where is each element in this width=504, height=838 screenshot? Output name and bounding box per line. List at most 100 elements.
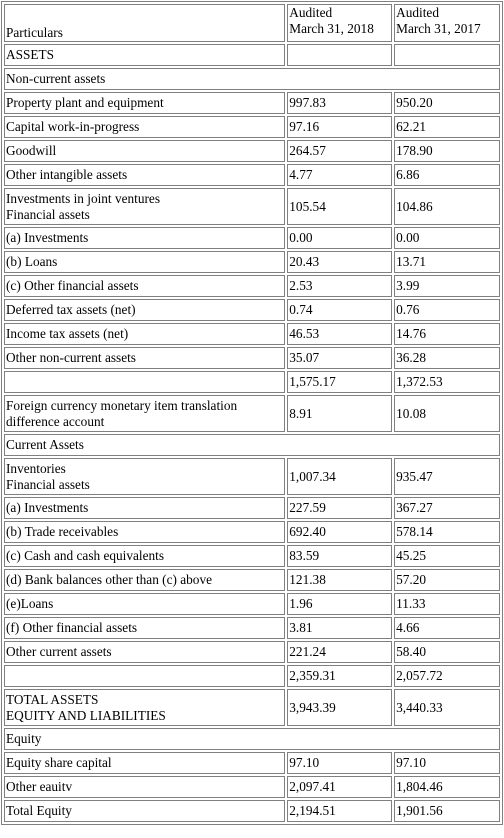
header-2018-line1: Audited — [289, 5, 333, 20]
header-2017-line2: March 31, 2017 — [396, 21, 481, 36]
row-label: Other intangible assets — [4, 164, 286, 186]
table-row: (f) Other financial assets 3.81 4.66 — [4, 617, 500, 639]
table-row: Other current assets 221.24 58.40 — [4, 641, 500, 663]
value-2018: 2,194.51 — [287, 800, 393, 822]
table-row: Total Equity 2,194.51 1,901.56 — [4, 800, 500, 822]
value-2017: 97.10 — [394, 752, 500, 774]
row-label: (c) Cash and cash equivalents — [4, 545, 286, 567]
table-row: TOTAL ASSETS EQUITY AND LIABILITIES 3,943.… — [4, 689, 500, 726]
value-2018: 0.00 — [287, 227, 393, 249]
value-2017: 6.86 — [394, 164, 500, 186]
value-2017: 367.27 — [394, 497, 500, 519]
value-2017: 62.21 — [394, 116, 500, 138]
value-2018: 97.16 — [287, 116, 393, 138]
row-label-line: (b) Trade receivables — [6, 524, 119, 539]
value-2018: 227.59 — [287, 497, 393, 519]
value-2018: 997.83 — [287, 92, 393, 114]
table-row: Deferred tax assets (net) 0.74 0.76 — [4, 299, 500, 321]
value-2018: 1.96 — [287, 593, 393, 615]
table-row: 1,575.17 1,372.53 — [4, 371, 500, 393]
section-row: Current Assets — [4, 434, 500, 456]
header-audited-2017: Audited March 31, 2017 — [394, 4, 500, 42]
section-row: Equity — [4, 728, 500, 750]
value-2017: 0.76 — [394, 299, 500, 321]
row-label-line: (f) Other financial assets — [6, 620, 138, 635]
table-row: 2,359.31 2,057.72 — [4, 665, 500, 687]
value-2018: 0.74 — [287, 299, 393, 321]
value-2018: 2,359.31 — [287, 665, 393, 687]
table-row: Income tax assets (net) 46.53 14.76 — [4, 323, 500, 345]
table-row: (c) Other financial assets 2.53 3.99 — [4, 275, 500, 297]
row-label-line: difference account — [6, 413, 105, 429]
table-row: Other non-current assets 35.07 36.28 — [4, 347, 500, 369]
row-label: (f) Other financial assets — [4, 617, 286, 639]
header-row: Particulars Audited March 31, 2018 Audit… — [4, 4, 500, 42]
value-2017: 1,901.56 — [394, 800, 500, 822]
row-label-line: Total Equity — [6, 803, 72, 818]
row-label — [4, 665, 286, 687]
row-label-line: Other non-current assets — [6, 350, 136, 365]
value-2018 — [287, 44, 393, 66]
row-label-line: Financial assets — [6, 476, 90, 492]
row-label-line: (e)Loans — [6, 596, 54, 611]
row-label-line: (a) Investments — [6, 230, 89, 245]
value-2018: 46.53 — [287, 323, 393, 345]
row-label-line: Income tax assets (net) — [6, 326, 129, 341]
row-label-line: ASSETS — [6, 47, 55, 62]
value-2018: 4.77 — [287, 164, 393, 186]
value-2017: 10.08 — [394, 395, 500, 432]
row-label-line: (d) Bank balances other than (c) above — [6, 572, 213, 587]
value-2017: 45.25 — [394, 545, 500, 567]
row-label: (c) Other financial assets — [4, 275, 286, 297]
table-row: ASSETS — [4, 44, 500, 66]
value-2017: 1,372.53 — [394, 371, 500, 393]
header-particulars: Particulars — [4, 4, 286, 42]
row-label-line: Foreign currency monetary item translati… — [6, 397, 238, 413]
value-2017: 578.14 — [394, 521, 500, 543]
value-2018: 3,943.39 — [287, 689, 393, 726]
value-2018: 221.24 — [287, 641, 393, 663]
value-2017: 36.28 — [394, 347, 500, 369]
row-label: Other eauitv — [4, 776, 286, 798]
value-2017: 0.00 — [394, 227, 500, 249]
row-label-line: Current Assets — [6, 437, 84, 452]
table-row: Inventories Financial assets 1,007.34 935.4… — [4, 458, 500, 495]
section-label: Equity — [4, 728, 500, 750]
value-2018: 83.59 — [287, 545, 393, 567]
table-row: Equity share capital 97.10 97.10 — [4, 752, 500, 774]
row-label: ASSETS — [4, 44, 286, 66]
row-label: (a) Investments — [4, 227, 286, 249]
table-row: Goodwill 264.57 178.90 — [4, 140, 500, 162]
row-label: (b) Loans — [4, 251, 286, 273]
value-2018: 3.81 — [287, 617, 393, 639]
value-2017: 14.76 — [394, 323, 500, 345]
balance-sheet-table: Particulars Audited March 31, 2018 Audit… — [1, 1, 503, 825]
value-2017: 4.66 — [394, 617, 500, 639]
row-label-line: Other intangible assets — [6, 167, 128, 182]
table-row: (d) Bank balances other than (c) above 12… — [4, 569, 500, 591]
table-row: Other intangible assets 4.77 6.86 — [4, 164, 500, 186]
value-2017: 3.99 — [394, 275, 500, 297]
row-label-line: Property plant and equipment — [6, 95, 164, 110]
section-label: Current Assets — [4, 434, 500, 456]
row-label-line: (b) Loans — [6, 254, 58, 269]
row-label-line: Inventories — [6, 460, 66, 476]
value-2017: 58.40 — [394, 641, 500, 663]
value-2018: 97.10 — [287, 752, 393, 774]
value-2018: 2.53 — [287, 275, 393, 297]
table-row: Property plant and equipment 997.83 950.20 — [4, 92, 500, 114]
value-2017: 11.33 — [394, 593, 500, 615]
row-label-line: Financial assets — [6, 206, 90, 222]
table-row: (c) Cash and cash equivalents 83.59 45.25 — [4, 545, 500, 567]
row-label: Capital work-in-progress — [4, 116, 286, 138]
value-2017: 1,804.46 — [394, 776, 500, 798]
value-2017: 178.90 — [394, 140, 500, 162]
row-label-line: (c) Cash and cash equivalents — [6, 548, 165, 563]
table-row: Other eauitv 2,097.41 1,804.46 — [4, 776, 500, 798]
value-2017: 2,057.72 — [394, 665, 500, 687]
value-2018: 105.54 — [287, 188, 393, 225]
row-label-line: EQUITY AND LIABILITIES — [6, 707, 166, 723]
value-2017: 935.47 — [394, 458, 500, 495]
row-label-line: TOTAL ASSETS — [6, 691, 99, 707]
table-row: (b) Loans 20.43 13.71 — [4, 251, 500, 273]
